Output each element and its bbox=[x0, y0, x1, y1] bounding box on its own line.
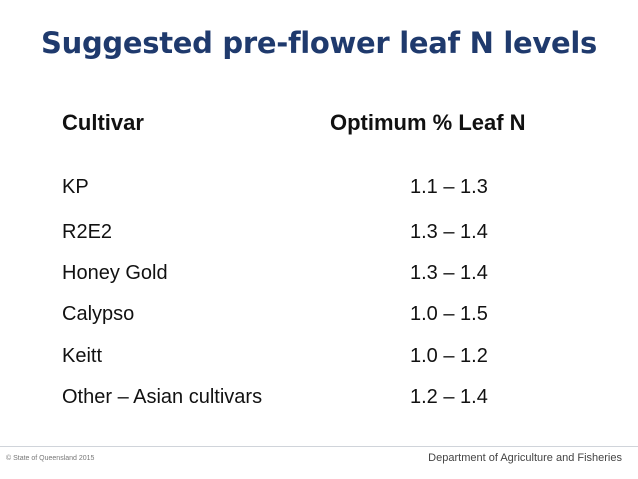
header-cultivar: Cultivar bbox=[62, 110, 144, 135]
table-row: Honey Gold 1.3 – 1.4 bbox=[0, 262, 638, 292]
leaf-n-range: 1.0 – 1.5 bbox=[410, 303, 488, 325]
cultivar-name: Honey Gold bbox=[62, 262, 168, 284]
department-name: Department of Agriculture and Fisheries bbox=[428, 452, 622, 464]
table-row: Other – Asian cultivars 1.2 – 1.4 bbox=[0, 386, 638, 416]
header-optimum-leaf-n: Optimum % Leaf N bbox=[330, 110, 526, 135]
leaf-n-range: 1.3 – 1.4 bbox=[410, 221, 488, 243]
copyright-notice: © State of Queensland 2015 bbox=[6, 455, 95, 462]
leaf-n-range: 1.1 – 1.3 bbox=[410, 176, 488, 198]
leaf-n-range: 1.3 – 1.4 bbox=[410, 262, 488, 284]
table-row: Calypso 1.0 – 1.5 bbox=[0, 303, 638, 333]
table-row: Keitt 1.0 – 1.2 bbox=[0, 345, 638, 375]
leaf-n-range: 1.0 – 1.2 bbox=[410, 345, 488, 367]
leaf-n-range: 1.2 – 1.4 bbox=[410, 386, 488, 408]
table-row: R2E2 1.3 – 1.4 bbox=[0, 221, 638, 251]
cultivar-name: KP bbox=[62, 176, 89, 198]
slide-title: Suggested pre-flower leaf N levels bbox=[41, 26, 597, 60]
cultivar-name: R2E2 bbox=[62, 221, 113, 243]
footer-divider bbox=[0, 446, 638, 447]
cultivar-name: Calypso bbox=[62, 303, 135, 325]
cultivar-name: Keitt bbox=[62, 345, 103, 367]
cultivar-name: Other – Asian cultivars bbox=[62, 386, 263, 408]
table-row: KP 1.1 – 1.3 bbox=[0, 176, 638, 206]
